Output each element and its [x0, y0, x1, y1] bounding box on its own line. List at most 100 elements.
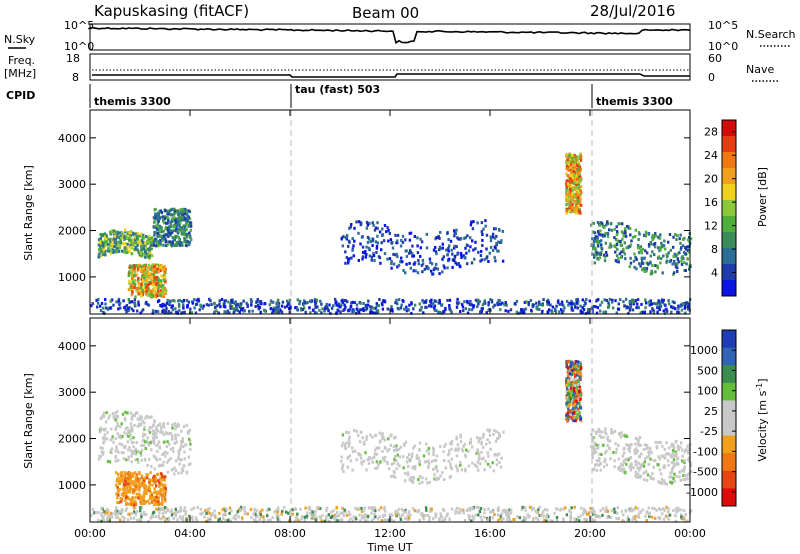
echo-cell	[141, 308, 145, 312]
echo-cell	[674, 507, 678, 511]
echo-cell	[414, 465, 417, 469]
echo-cell	[171, 207, 174, 211]
echo-cell	[176, 209, 179, 213]
echo-cell	[400, 303, 403, 307]
echo-cell	[476, 460, 479, 464]
echo-cell	[141, 292, 145, 295]
echo-cell	[141, 279, 145, 283]
echo-cell	[647, 450, 650, 454]
echo-cell	[660, 472, 663, 476]
echo-cell	[97, 298, 100, 301]
echo-cell	[369, 240, 372, 244]
echo-cell	[657, 306, 661, 310]
echo-cell	[555, 304, 558, 308]
echo-cell	[276, 518, 280, 522]
echo-cell	[407, 308, 410, 312]
echo-cell	[168, 231, 172, 235]
echo-cell	[574, 518, 578, 522]
echo-cell	[161, 268, 164, 272]
echo-cell	[140, 242, 143, 246]
echo-cell	[577, 372, 581, 376]
echo-cell	[143, 485, 146, 488]
echo-cell	[565, 209, 568, 213]
echo-cell	[303, 301, 307, 305]
echo-cell	[167, 432, 170, 436]
echo-cell	[112, 440, 115, 444]
echo-cell	[121, 249, 124, 253]
echo-cell	[138, 250, 141, 254]
echo-cell	[469, 245, 472, 249]
echo-cell	[438, 300, 441, 304]
echo-cell	[406, 456, 409, 460]
echo-cell	[469, 303, 472, 307]
echo-cell	[442, 310, 445, 314]
echo-cell	[672, 443, 675, 447]
echo-cell	[280, 304, 284, 308]
echo-cell	[118, 442, 121, 446]
echo-cell	[404, 508, 407, 512]
echo-cell	[176, 311, 179, 315]
echo-cell	[182, 224, 185, 228]
echo-cell	[681, 468, 684, 472]
echo-cell	[147, 486, 150, 490]
echo-cell	[643, 443, 646, 447]
echo-cell	[351, 310, 354, 314]
echo-cell	[628, 308, 632, 312]
echo-cell	[246, 303, 249, 307]
echo-cell	[644, 457, 647, 461]
echo-cell	[178, 462, 181, 466]
echo-cell	[570, 166, 573, 169]
echo-cell	[181, 437, 184, 441]
echo-cell	[575, 381, 578, 384]
echo-cell	[136, 510, 139, 513]
echo-cell	[163, 516, 166, 520]
echo-cell	[570, 173, 574, 176]
echo-cell	[611, 431, 614, 435]
echo-cell	[399, 445, 402, 449]
echo-cell	[471, 514, 474, 518]
echo-cell	[115, 483, 118, 487]
echo-cell	[155, 292, 159, 296]
echo-cell	[129, 477, 132, 481]
echo-cell	[577, 380, 580, 383]
echo-cell	[604, 457, 607, 461]
echo-cell	[459, 440, 463, 444]
echo-cell	[388, 518, 391, 522]
echo-cell	[663, 447, 666, 451]
echo-cell	[571, 308, 575, 312]
echo-cell	[613, 236, 616, 240]
echo-cell	[159, 281, 163, 285]
echo-cell	[637, 231, 641, 234]
echo-cell	[624, 257, 627, 261]
echo-cell	[489, 447, 492, 451]
echo-cell	[179, 446, 182, 450]
echo-cell	[480, 230, 483, 234]
echo-cell	[594, 305, 597, 309]
echo-cell	[483, 301, 486, 305]
echo-cell	[190, 238, 193, 242]
echo-cell	[575, 399, 578, 403]
echo-cell	[205, 512, 208, 515]
echo-cell	[114, 418, 117, 422]
echo-cell	[409, 266, 412, 270]
echo-cell	[110, 437, 114, 441]
echo-cell	[402, 466, 405, 470]
echo-cell	[596, 257, 599, 260]
echo-cell	[122, 299, 125, 303]
echo-cell	[161, 238, 164, 242]
echo-cell	[162, 452, 166, 456]
echo-cell	[127, 488, 130, 492]
echo-cell	[231, 301, 234, 304]
echo-cell	[482, 456, 485, 460]
echo-cell	[120, 230, 123, 234]
echo-cell	[139, 251, 143, 255]
echo-cell	[614, 237, 618, 241]
echo-cell	[303, 306, 306, 310]
echo-cell	[162, 433, 165, 436]
echo-cell	[140, 458, 143, 462]
echo-cell	[577, 175, 580, 179]
echo-cell	[115, 410, 119, 414]
echo-cell	[582, 512, 585, 516]
echo-cell	[148, 497, 152, 501]
echo-cell	[161, 464, 165, 467]
